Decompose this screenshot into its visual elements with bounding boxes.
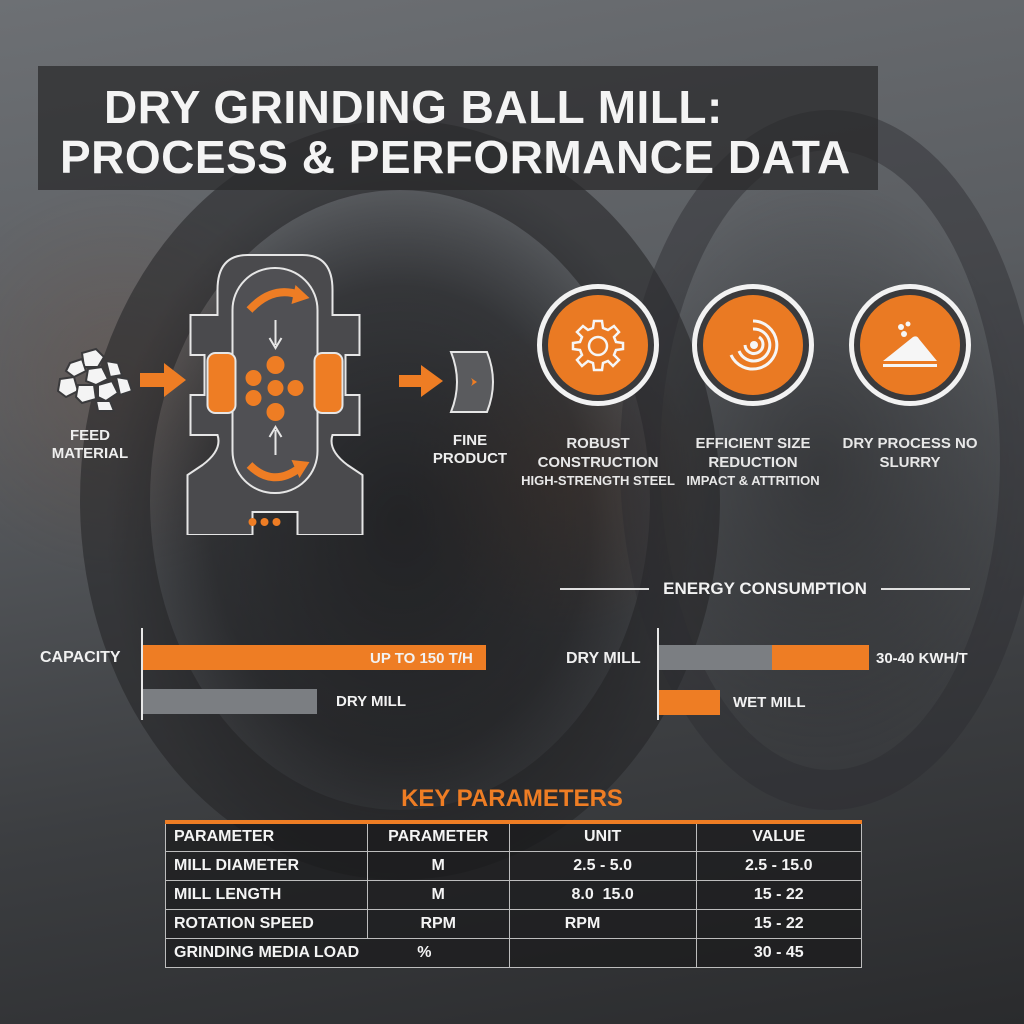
energy-dry-mill-value: 30-40 KWH/T <box>876 650 968 667</box>
table-cell: 8.0 15.0 <box>508 879 697 910</box>
rock-pile-icon <box>56 347 134 412</box>
table-header-row: PARAMETER PARAMETER UNIT VALUE <box>165 821 862 852</box>
capacity-label: CAPACITY <box>40 649 121 666</box>
key-parameters-table: PARAMETER PARAMETER UNIT VALUE MILL DIAM… <box>165 820 862 968</box>
table-row: MILL LENGTH M 8.0 15.0 15 - 22 <box>165 879 862 910</box>
capacity-axis <box>141 628 143 720</box>
table-cell: 2.5 - 5.0 <box>508 850 697 881</box>
table-cell: MILL LENGTH <box>165 879 368 910</box>
divider <box>880 588 970 590</box>
table-cell: MILL DIAMETER <box>165 850 368 881</box>
energy-title: ENERGY CONSUMPTION <box>560 578 970 600</box>
capacity-bar-dry-mill <box>143 689 317 714</box>
feature-badge <box>692 284 814 406</box>
feature-badge <box>849 284 971 406</box>
spiral-icon <box>729 319 779 371</box>
fine-product-icon <box>449 351 494 413</box>
table-cell: 2.5 - 15.0 <box>695 850 862 881</box>
title-banner <box>38 66 878 190</box>
energy-dry-mill-bar-range <box>772 645 869 670</box>
table-cell: M <box>366 850 510 881</box>
feature-sublabel: HIGH-STRENGTH STEEL <box>521 473 675 488</box>
table-cell: 30 - 45 <box>695 937 862 968</box>
table-row: MILL DIAMETER M 2.5 - 5.0 2.5 - 15.0 <box>165 850 862 881</box>
feature-label: EFFICIENT SIZE REDUCTION <box>695 435 811 471</box>
table-cell <box>508 937 697 968</box>
feature-badge <box>537 284 659 406</box>
table-cell: % <box>367 937 510 968</box>
background-mill-flange <box>80 120 720 880</box>
column-header: UNIT <box>508 821 697 852</box>
energy-axis <box>657 628 659 720</box>
table-cell: RPM <box>366 908 510 939</box>
feature-sublabel: IMPACT & ATTRITION <box>686 473 820 488</box>
feed-material-label: FEED MATERIAL <box>51 427 129 462</box>
arrow-right-icon <box>399 365 443 397</box>
capacity-bar-dry-mill-label: DRY MILL <box>336 693 406 710</box>
column-header: VALUE <box>695 821 862 852</box>
gear-icon <box>571 319 625 372</box>
column-header: PARAMETER <box>165 821 368 852</box>
ball-mill-cross-section-icon <box>186 254 364 535</box>
feature-robust-construction: ROBUST CONSTRUCTION HIGH-STRENGTH STEEL <box>508 284 688 489</box>
arrow-right-icon <box>140 363 186 397</box>
feature-label: ROBUST CONSTRUCTION <box>537 435 659 471</box>
capacity-bar-max-label: UP TO 150 T/H <box>370 650 473 667</box>
page-title: DRY GRINDING BALL MILL: PROCESS & PERFOR… <box>60 82 940 182</box>
column-header: PARAMETER <box>366 821 510 852</box>
table-cell: GRINDING MEDIA LOAD <box>165 937 368 968</box>
fine-product-label: FINE PRODUCT <box>432 432 508 467</box>
table-cell: RPM <box>508 908 697 939</box>
energy-dry-mill-label: DRY MILL <box>566 650 641 667</box>
divider <box>560 588 650 590</box>
key-parameters-title: KEY PARAMETERS <box>401 785 623 812</box>
table-cell: M <box>366 879 510 910</box>
table-cell: ROTATION SPEED <box>165 908 368 939</box>
table-row: GRINDING MEDIA LOAD % 30 - 45 <box>165 937 862 968</box>
table-row: ROTATION SPEED RPM RPM 15 - 22 <box>165 908 862 939</box>
title-line-1: DRY GRINDING BALL MILL: <box>104 81 723 133</box>
feature-dry-process: DRY PROCESS NO SLURRY <box>820 284 1000 472</box>
energy-title-text: ENERGY CONSUMPTION <box>663 579 867 598</box>
table-cell: 15 - 22 <box>695 879 862 910</box>
energy-wet-mill-bar <box>659 690 720 715</box>
powder-pile-icon <box>883 321 937 367</box>
feature-efficient-size-reduction: EFFICIENT SIZE REDUCTION IMPACT & ATTRIT… <box>663 284 843 489</box>
feature-label: DRY PROCESS NO SLURRY <box>842 435 978 471</box>
energy-dry-mill-bar-base <box>659 645 772 670</box>
capacity-bar-max <box>143 645 486 670</box>
table-cell: 15 - 22 <box>695 908 862 939</box>
title-line-2: PROCESS & PERFORMANCE DATA <box>60 131 851 183</box>
energy-wet-mill-label: WET MILL <box>733 694 806 711</box>
